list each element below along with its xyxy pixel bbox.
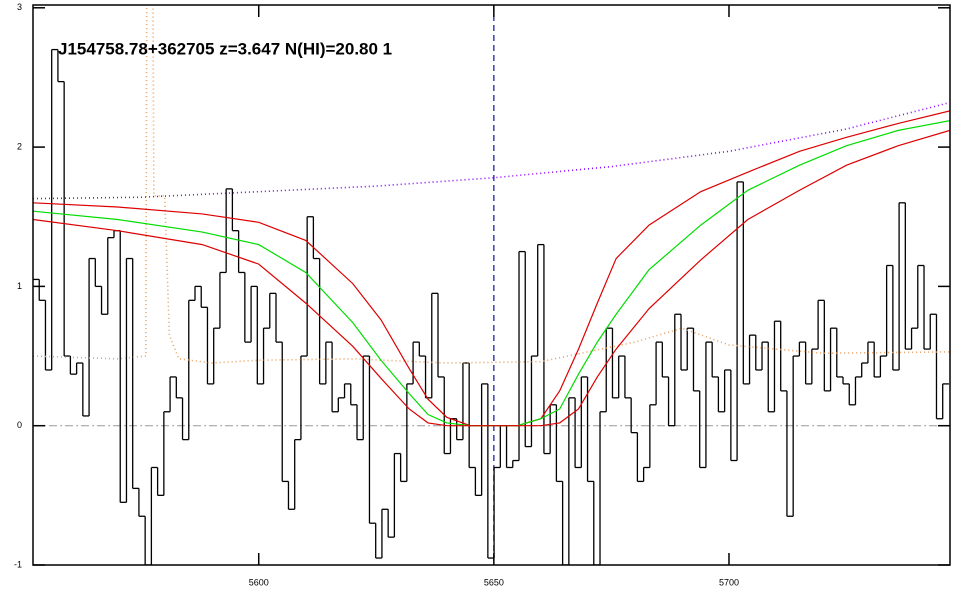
step-riser — [38, 49, 944, 565]
axes: -1 0 1 2 3 5600 5650 5700 — [14, 2, 950, 587]
y-tick-label: 1 — [17, 281, 22, 291]
x-tick-label: 5650 — [484, 577, 504, 587]
y-tick-label: 3 — [17, 2, 22, 12]
model-curve — [33, 129, 950, 427]
y-tick-label: 0 — [17, 420, 22, 430]
x-tick-label: 5700 — [719, 577, 739, 587]
model-curve — [33, 120, 950, 427]
y-tick-label: 2 — [17, 141, 22, 151]
plot-area — [33, 5, 950, 565]
dotted-curve — [33, 5, 950, 364]
annotation: J154758.78+362705 z=3.647 N(HI)=20.80 1 — [58, 39, 392, 58]
y-tick-label: -1 — [14, 559, 22, 569]
plot-frame — [32, 4, 951, 566]
x-tick-label: 5600 — [249, 577, 269, 587]
